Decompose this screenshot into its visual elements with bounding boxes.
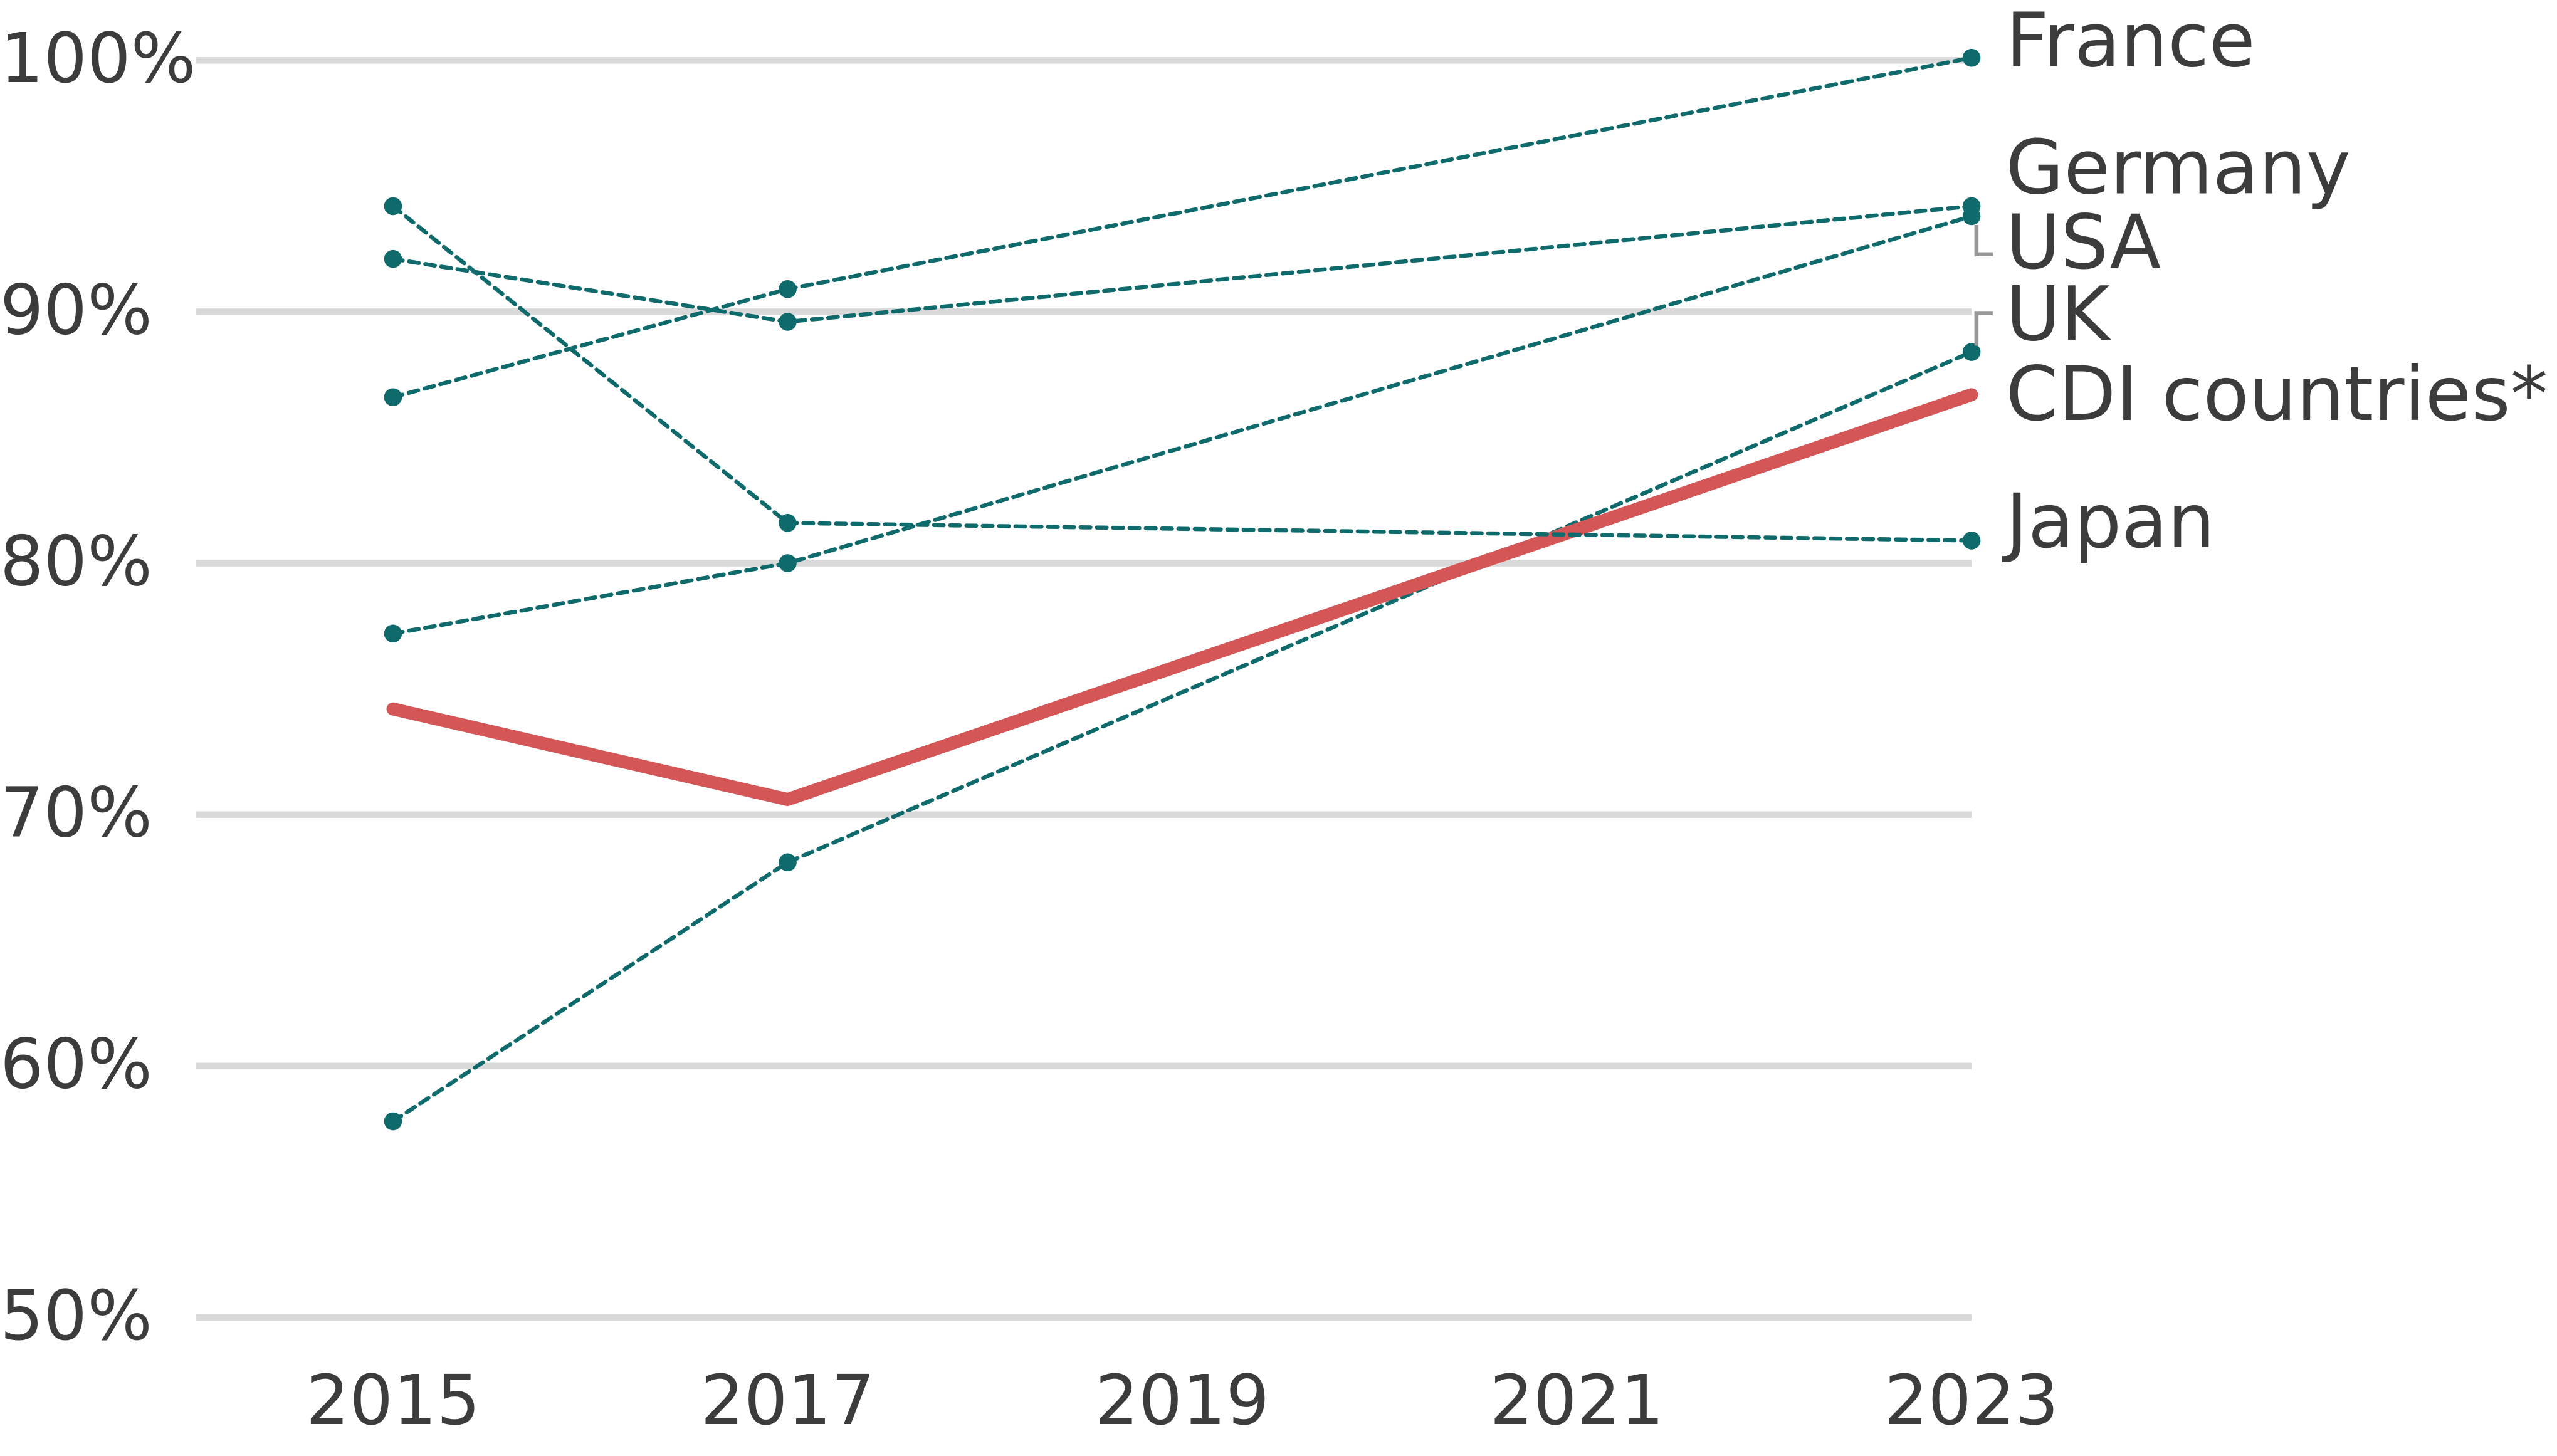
series-line [391, 204, 1974, 543]
point [1962, 207, 1981, 226]
series-line [391, 55, 1974, 400]
x-tick-label: 2021 [1490, 1361, 1664, 1440]
label-connector [1974, 224, 1993, 257]
x-tick-label: 2023 [1884, 1361, 2059, 1440]
x-tick-label: 2015 [306, 1361, 480, 1440]
y-tick-label: 50% [0, 1276, 152, 1356]
series-line [391, 350, 1974, 1124]
series-label: Japan [2002, 478, 2215, 565]
point [384, 624, 402, 643]
series-label: USA [2006, 199, 2161, 286]
point [779, 280, 797, 298]
point [1962, 532, 1981, 550]
series-label: France [2006, 0, 2255, 85]
point [1962, 48, 1981, 67]
y-tick-label: 80% [0, 521, 152, 601]
point [384, 388, 402, 407]
point [1962, 343, 1981, 361]
point [384, 249, 402, 268]
series-line [386, 388, 1978, 806]
x-tick-label: 2019 [1095, 1361, 1269, 1440]
label-connector [1974, 311, 1993, 346]
series-line [391, 214, 1974, 636]
series-line [391, 204, 1974, 324]
x-tick-label: 2017 [700, 1361, 874, 1440]
point [779, 853, 797, 872]
point [384, 197, 402, 216]
point [384, 1112, 402, 1131]
y-tick-label: 90% [0, 270, 152, 350]
y-tick-label: 100% [0, 19, 196, 98]
series-label: CDI countries* [2006, 351, 2548, 438]
y-tick-label: 70% [0, 773, 152, 853]
point [779, 313, 797, 331]
point [779, 554, 797, 572]
series-label: UK [2006, 271, 2112, 359]
series-label: Germany [2006, 124, 2351, 211]
point [779, 514, 797, 532]
y-tick-label: 60% [0, 1025, 152, 1104]
